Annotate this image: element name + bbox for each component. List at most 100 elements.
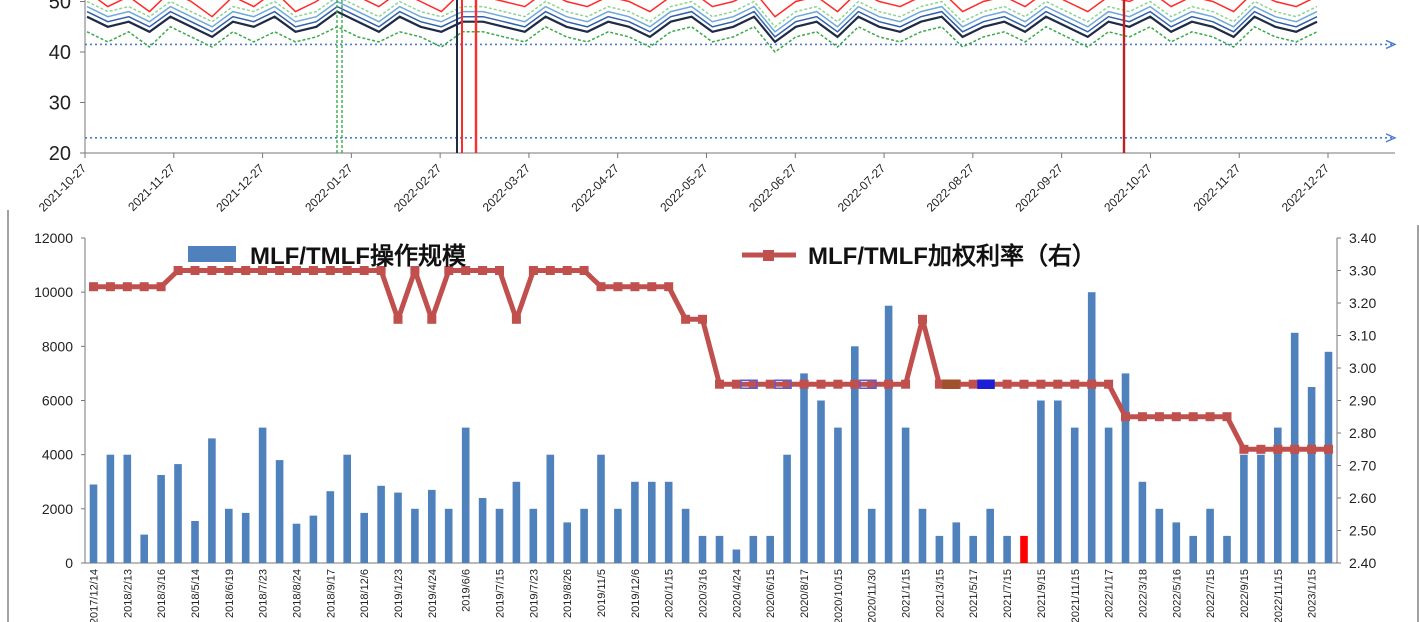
x-tick-label: 2020/10/15 (833, 569, 845, 622)
rate-marker (748, 379, 758, 389)
bar (580, 508, 588, 563)
rate-marker (613, 282, 623, 292)
rate-marker (444, 266, 454, 275)
rate-marker (1104, 379, 1114, 389)
bar (1172, 522, 1181, 563)
rate-marker (495, 266, 504, 275)
y2-tick-label: 3.40 (1349, 230, 1376, 246)
x-tick-label: 2020/4/24 (731, 569, 743, 618)
reference-arrow (1385, 39, 1397, 50)
bar (208, 438, 216, 563)
bar (1121, 373, 1130, 563)
x-tick-label: 2020/11/30 (867, 569, 879, 622)
rate-marker (579, 266, 589, 275)
bar (394, 492, 402, 563)
rate-marker (867, 379, 877, 389)
x-tick-label: 2021/7/15 (1002, 569, 1014, 618)
x-tick-label: 2018/5/14 (190, 569, 202, 618)
rate-marker (545, 266, 555, 275)
rate-marker (139, 282, 149, 292)
bar (1155, 508, 1164, 563)
rate-marker (1137, 412, 1147, 422)
rate-marker (1205, 412, 1215, 422)
bar (834, 427, 842, 563)
rate-marker (596, 282, 606, 292)
rate-marker (1070, 379, 1080, 389)
x-tick-label: 2018/2/13 (122, 569, 134, 618)
legend-line-marker (763, 250, 774, 261)
bar (766, 535, 774, 563)
y2-tick-label: 2.50 (1349, 523, 1376, 539)
x-tick-label: 2021/1/15 (901, 569, 913, 618)
bar (918, 508, 927, 563)
rate-marker-overlay (977, 379, 995, 389)
series-line (86, 0, 1318, 28)
x-tick-label: 2022/9/15 (1239, 569, 1251, 618)
x-tick-label: 2021/5/17 (968, 569, 980, 618)
rate-marker (478, 266, 488, 275)
bar (648, 481, 656, 564)
rate-marker (376, 266, 386, 275)
rate-marker (1053, 379, 1063, 389)
rate-marker (1188, 412, 1198, 422)
rate-marker (918, 314, 927, 324)
bar (867, 508, 876, 563)
x-tick-label: 2018/9/17 (325, 569, 337, 618)
bar (614, 508, 622, 563)
x-tick-label: 2018/6/19 (224, 569, 236, 618)
bar (512, 481, 521, 564)
rate-marker (207, 266, 217, 275)
rate-marker (1256, 444, 1266, 454)
x-tick-label: 2019/12/6 (630, 569, 642, 618)
rate-marker (1036, 379, 1046, 389)
y2-tick-label: 3.10 (1349, 328, 1376, 344)
bar (1087, 292, 1096, 563)
x-tick-label: 2021/3/15 (934, 569, 946, 618)
rate-marker (410, 266, 420, 275)
bar (952, 522, 961, 563)
bar (1274, 427, 1282, 563)
rate-marker (1087, 379, 1097, 389)
rate-marker (275, 266, 285, 275)
x-tick-label: 2018/7/23 (258, 569, 270, 618)
bar (698, 535, 707, 563)
bar (715, 535, 724, 563)
rate-marker (884, 379, 894, 389)
rate-marker (782, 379, 792, 389)
x-tick-label: 2021/9/15 (1036, 569, 1048, 618)
bar (563, 522, 571, 563)
x-tick-label: 2020/6/15 (765, 569, 777, 618)
rate-marker (901, 379, 911, 389)
y-tick-label: 50 (49, 0, 71, 14)
rate-marker (89, 282, 98, 292)
rate-marker (1324, 444, 1333, 454)
bar (1206, 508, 1214, 563)
bar (106, 454, 115, 563)
series-line (86, 0, 1318, 33)
rate-marker (173, 266, 183, 275)
rate-marker (1171, 412, 1181, 422)
y-tick-label: 40 (49, 42, 71, 64)
rate-marker (799, 379, 809, 389)
bar (343, 454, 351, 563)
rate-marker (156, 282, 166, 292)
bar (1189, 535, 1197, 563)
series-line (86, 25, 1318, 54)
y-tick-label: 8000 (42, 338, 73, 354)
bar (664, 481, 673, 564)
rate-marker (393, 314, 403, 324)
rate-marker (1307, 444, 1317, 454)
bar (986, 508, 994, 563)
rate-marker (1273, 444, 1283, 454)
y2-tick-label: 3.30 (1349, 263, 1376, 279)
series-line (86, 5, 1318, 38)
y2-tick-label: 3.20 (1349, 295, 1376, 311)
y2-tick-label: 2.40 (1349, 555, 1376, 571)
bar (783, 454, 791, 563)
bar (174, 464, 182, 563)
rate-marker (308, 266, 318, 275)
rate-marker (511, 314, 521, 324)
bar (529, 508, 538, 563)
bar (749, 535, 758, 563)
